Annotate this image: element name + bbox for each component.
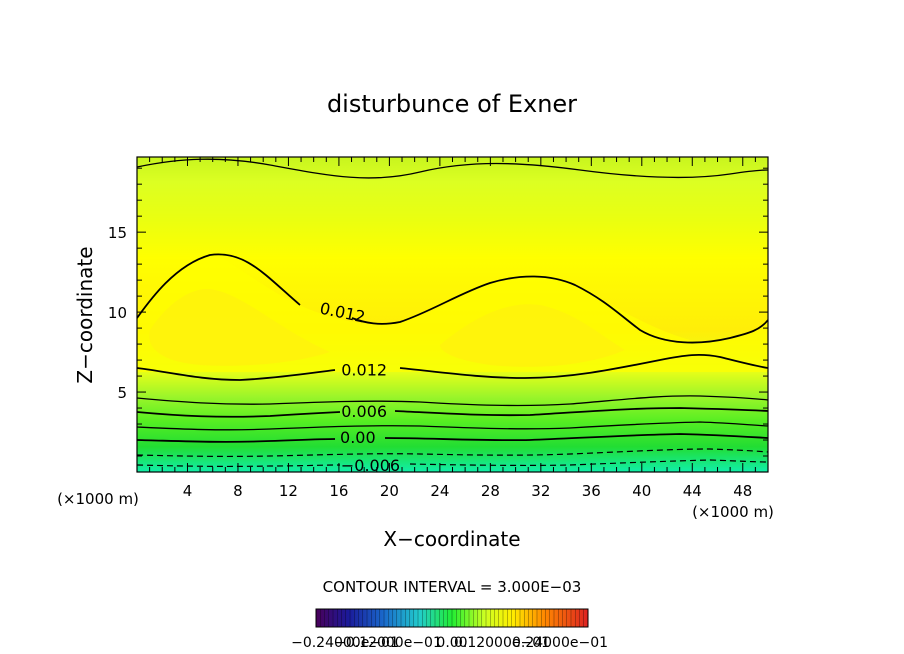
contour-line-neg-0.003 [137,448,768,458]
y-axis-label: Z−coordinate [73,246,97,383]
x-tick-label: 4 [183,482,193,500]
x-tick-label: 12 [279,482,298,500]
x-tick-label: 20 [380,482,399,500]
chart-title: disturbunce of Exner [327,90,577,118]
contour-line-upper-0.012 [137,253,768,344]
x-tick-label: 48 [733,482,752,500]
colorbar-label-neg: −0.12000e−01 [334,635,442,651]
contour-label: 0.00 [340,428,376,447]
contour-label: 0.012 [341,361,387,380]
x-tick-label: 44 [683,482,702,500]
contour-interval-text: CONTOUR INTERVAL = 3.000E−03 [323,578,582,596]
colorbar-ticks [320,609,584,627]
colorbar-label-min: −0.24000e−01 [291,635,399,651]
y-tick-label: 10 [108,304,127,322]
x-tick-label: 32 [531,482,550,500]
x-unit-right: (×1000 m) [692,503,774,521]
contour-line-0.00 [137,433,768,443]
y-tick-label: 15 [108,224,127,242]
x-tick-label: 40 [632,482,651,500]
contour-line-0.009 [137,395,768,407]
contour-line-0.006 [137,407,768,418]
contour-line-lower-0.012 [137,353,768,381]
x-tick-label: 36 [582,482,601,500]
upper-yellow-band [137,257,768,372]
colorbar-label-zero: 0.00 [436,635,467,651]
contour-line-neg-0.006 [137,459,768,468]
contour-line-top [137,158,768,179]
x-axis-label: X−coordinate [383,527,520,551]
x-tick-label: 8 [233,482,243,500]
x-tick-label: 28 [481,482,500,500]
x-tick-label: 16 [329,482,348,500]
colorbar-label-pos: 0.12000e−01 [454,635,550,651]
x-tick-label: 24 [430,482,449,500]
x-unit-left: (×1000 m) [57,490,139,508]
y-tick-label: 5 [117,384,127,402]
colorbar-label-max: 0.24000e−01 [512,635,608,651]
contour-label: −0.006 [341,456,400,475]
contour-line-0.003 [137,421,768,431]
contour-lines [137,158,768,468]
contour-label: 0.006 [341,402,387,421]
field-fill [137,157,768,472]
